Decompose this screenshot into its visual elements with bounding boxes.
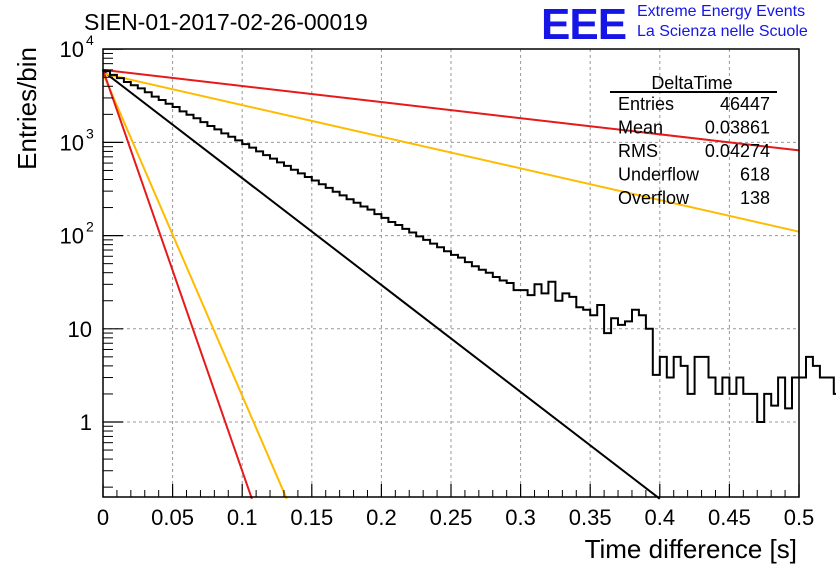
- x-tick-label: 0.05: [151, 505, 194, 530]
- y-axis-label: Entries/bin: [12, 47, 42, 170]
- run-title: SIEN-01-2017-02-26-00019: [84, 9, 368, 35]
- eee-logo-line1: Extreme Energy Events: [637, 3, 806, 20]
- x-tick-label: 0.15: [290, 505, 333, 530]
- stats-value: 138: [740, 188, 770, 208]
- y-tick-exponent: 3: [86, 125, 94, 141]
- stats-value: 46447: [720, 94, 770, 114]
- y-tick-exponent: 4: [86, 32, 94, 48]
- x-tick-label: 0.3: [505, 505, 536, 530]
- x-tick-label: 0: [97, 505, 109, 530]
- stats-box-title: DeltaTime: [651, 73, 732, 93]
- stats-label: RMS: [618, 141, 658, 161]
- y-tick-label: 10: [68, 317, 92, 342]
- eee-logo-line2: La Scienza nelle Scuole: [637, 23, 808, 40]
- stats-label: Underflow: [618, 165, 700, 185]
- y-tick-exponent: 2: [86, 219, 94, 235]
- stats-label: Overflow: [618, 188, 690, 208]
- x-tick-label: 0.45: [708, 505, 751, 530]
- x-tick-label: 0.2: [366, 505, 397, 530]
- y-tick-label: 10: [60, 224, 84, 249]
- x-tick-label: 0.1: [227, 505, 258, 530]
- fit-curve: [102, 73, 288, 500]
- fit-curves: [102, 68, 800, 500]
- stats-box: DeltaTime Entries 46447 Mean 0.03861 RMS 0.04…: [610, 73, 777, 208]
- y-tick-label: 10: [60, 130, 84, 155]
- x-axis-label: Time difference [s]: [585, 534, 797, 564]
- eee-logo: EEE: [541, 0, 627, 49]
- x-tick-label: 0.5: [784, 505, 815, 530]
- fit-curve: [102, 70, 661, 500]
- fit-curve: [102, 68, 800, 152]
- x-tick-label: 0.25: [430, 505, 473, 530]
- y-tick-label: 1: [80, 410, 92, 435]
- fit-curve: [102, 69, 253, 500]
- x-tick-label: 0.4: [645, 505, 676, 530]
- y-tick-label: 10: [60, 37, 84, 62]
- stats-box-rows: Entries 46447 Mean 0.03861 RMS 0.04274Underfl…: [618, 94, 770, 208]
- histogram-outline: [102, 70, 836, 423]
- stats-value: 0.03861: [705, 118, 770, 138]
- x-axis-ticks: 0 0.05 0.1 0.15 0.2 0.25 0.3 0.35 0.4 0.45 0.5: [97, 484, 814, 530]
- x-tick-label: 0.35: [569, 505, 612, 530]
- grid-lines: [103, 49, 799, 497]
- stats-value: 618: [740, 165, 770, 185]
- fit-curve: [102, 72, 800, 233]
- stats-label: Entries: [618, 94, 674, 114]
- stats-label: Mean: [618, 118, 663, 138]
- stats-value: 0.04274: [705, 141, 770, 161]
